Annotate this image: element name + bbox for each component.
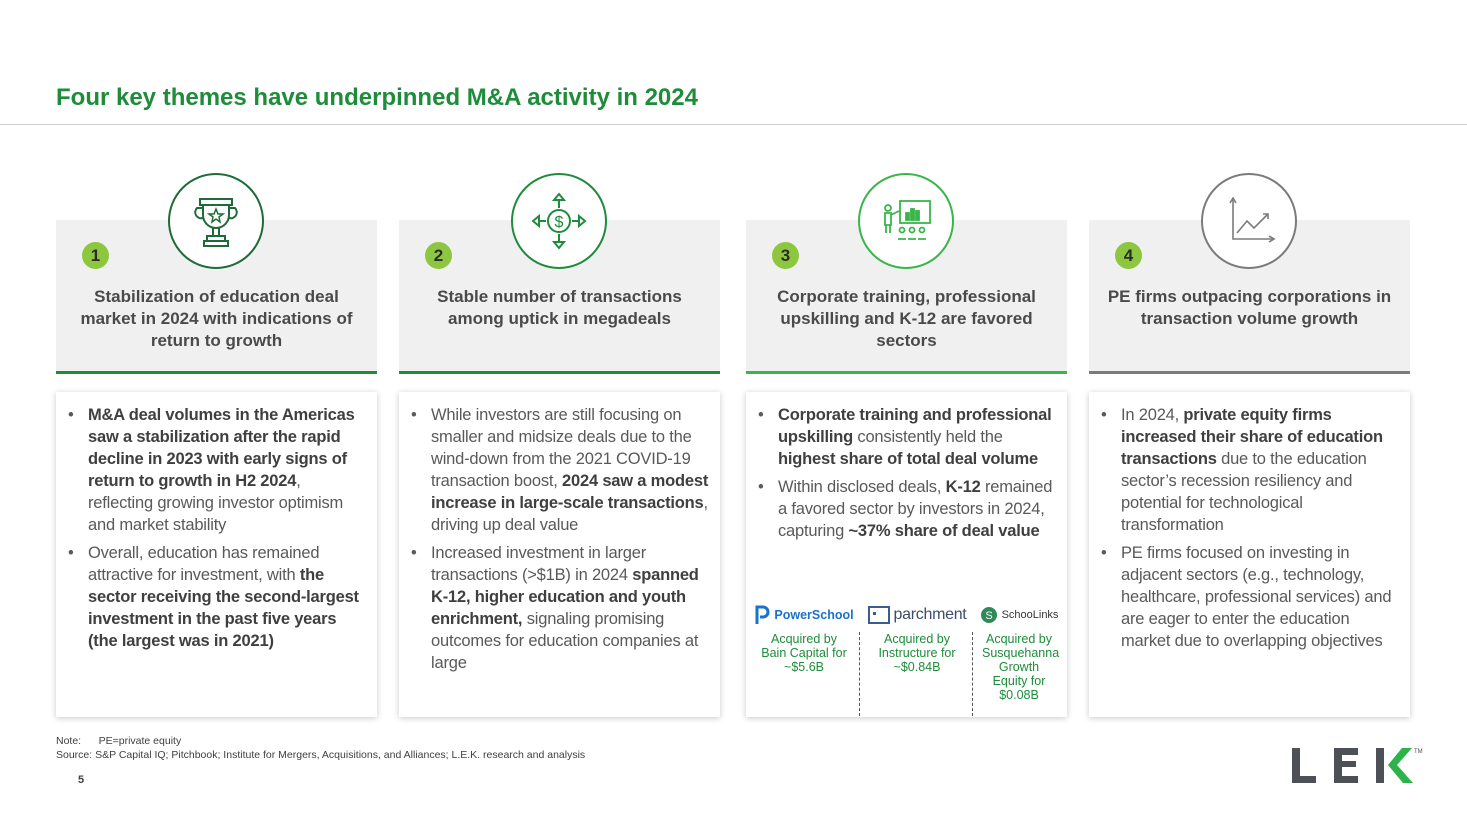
theme-number-badge: 2 xyxy=(425,242,452,269)
acquisition-text: Acquired by Susquehanna Growth Equity fo… xyxy=(982,632,1060,702)
theme-3-header: 3 Corporate training, professional upski… xyxy=(746,220,1067,374)
acquisition-text: Acquired by Instructure for ~$0.84B xyxy=(878,632,956,674)
theme-heading: PE firms outpacing corporations in trans… xyxy=(1107,287,1392,328)
bullet-item: Overall, education has remained attracti… xyxy=(68,542,367,652)
header-underline xyxy=(746,371,1067,374)
dollar-arrows-icon: $ xyxy=(511,173,607,269)
text-run: In 2024, xyxy=(1121,406,1184,424)
growth-chart-icon xyxy=(1201,173,1297,269)
page-title: Four key themes have underpinned M&A act… xyxy=(56,84,698,111)
lek-logo: TM xyxy=(1290,745,1425,787)
deal-logos: PowerSchool Acquired by Bain Capital for… xyxy=(752,602,1061,718)
trophy-icon xyxy=(168,173,264,269)
bullet-item: Corporate training and professional upsk… xyxy=(758,404,1057,470)
bold-text: Corporate training and professional upsk… xyxy=(778,406,1052,446)
page-number: 5 xyxy=(78,774,85,786)
bullet-item: M&A deal volumes in the Americas saw a s… xyxy=(68,404,367,536)
text-run: PE firms focused on investing in adjacen… xyxy=(1121,544,1392,650)
bullet-item: In 2024, private equity firms increased … xyxy=(1101,404,1400,536)
bullet-item: Within disclosed deals, K-12 remained a … xyxy=(758,476,1057,542)
bullet-item: PE firms focused on investing in adjacen… xyxy=(1101,542,1400,652)
bold-text: private equity firms increased their sha… xyxy=(1121,406,1383,468)
text-run: , reflecting growing investor optimism a… xyxy=(88,472,344,534)
text-run: signaling promising outcomes for educati… xyxy=(431,610,699,672)
text-run: remained a favored sector by investors i… xyxy=(778,478,1053,540)
theme-3-body: Corporate training and professional upsk… xyxy=(746,392,1067,717)
title-divider xyxy=(0,124,1467,125)
theme-4-body: In 2024, private equity firms increased … xyxy=(1089,392,1410,717)
bold-text: spanned K-12, higher education and youth… xyxy=(431,566,699,628)
logo-text: PowerSchool xyxy=(774,608,854,622)
theme-heading: Corporate training, professional upskill… xyxy=(777,287,1036,350)
deal-schoolinks: S SchooLinks Acquired by Susquehanna Gro… xyxy=(976,602,1062,718)
bullet-list: While investors are still focusing on sm… xyxy=(411,404,710,680)
acquisition-text: Acquired by Bain Capital for ~$5.6B xyxy=(761,632,847,674)
svg-text:S: S xyxy=(985,610,992,622)
parchment-logo-icon: parchment xyxy=(862,602,972,628)
header-underline xyxy=(56,371,377,374)
theme-number-badge: 1 xyxy=(82,242,109,269)
text-run: Overall, education has remained attracti… xyxy=(88,544,320,584)
theme-heading: Stabilization of education deal market i… xyxy=(80,287,353,350)
bold-text: M&A deal volumes in the Americas saw a s… xyxy=(88,406,355,490)
bold-text: the sector receiving the second-largest … xyxy=(88,566,359,650)
bold-text: K-12 xyxy=(945,478,981,496)
theme-2-body: While investors are still focusing on sm… xyxy=(399,392,720,717)
powerschool-logo-icon: PowerSchool xyxy=(752,602,856,628)
text-run: Within disclosed deals, xyxy=(778,478,946,496)
schoolinks-logo-icon: S SchooLinks xyxy=(976,602,1062,628)
divider xyxy=(859,632,860,716)
text-run: While investors are still focusing on sm… xyxy=(431,406,692,490)
bold-text: 2024 saw a modest increase in large-scal… xyxy=(431,472,709,512)
theme-heading: Stable number of transactions among upti… xyxy=(437,287,682,328)
bullet-list: In 2024, private equity firms increased … xyxy=(1101,404,1400,658)
svg-text:$: $ xyxy=(555,214,564,231)
header-underline xyxy=(399,371,720,374)
presentation-training-icon xyxy=(858,173,954,269)
theme-number-badge: 4 xyxy=(1115,242,1142,269)
theme-number-badge: 3 xyxy=(772,242,799,269)
bullet-list: Corporate training and professional upsk… xyxy=(758,404,1057,548)
deal-parchment: parchment Acquired by Instructure for ~$… xyxy=(862,602,972,718)
trademark-mark: TM xyxy=(1414,749,1423,755)
text-run: , driving up deal value xyxy=(431,494,708,534)
text-run: Increased investment in larger transacti… xyxy=(431,544,647,584)
divider xyxy=(972,632,973,716)
header-underline xyxy=(1089,371,1410,374)
bullet-item: Increased investment in larger transacti… xyxy=(411,542,710,674)
text-run: due to the education sector’s recession … xyxy=(1121,450,1367,534)
footnote: Note: PE=private equity xyxy=(56,735,182,747)
theme-1-body: M&A deal volumes in the Americas saw a s… xyxy=(56,392,377,717)
logo-text: SchooLinks xyxy=(1001,609,1059,621)
source-note: Source: S&P Capital IQ; Pitchbook; Insti… xyxy=(56,749,586,761)
bold-text: ~37% share of deal value xyxy=(848,522,1040,540)
text-run: consistently held the xyxy=(853,428,1003,446)
logo-text: parchment xyxy=(893,606,967,623)
bold-text: highest share of total deal volume xyxy=(778,450,1039,468)
bullet-list: M&A deal volumes in the Americas saw a s… xyxy=(68,404,367,658)
bullet-item: While investors are still focusing on sm… xyxy=(411,404,710,536)
deal-powerschool: PowerSchool Acquired by Bain Capital for… xyxy=(752,602,856,718)
